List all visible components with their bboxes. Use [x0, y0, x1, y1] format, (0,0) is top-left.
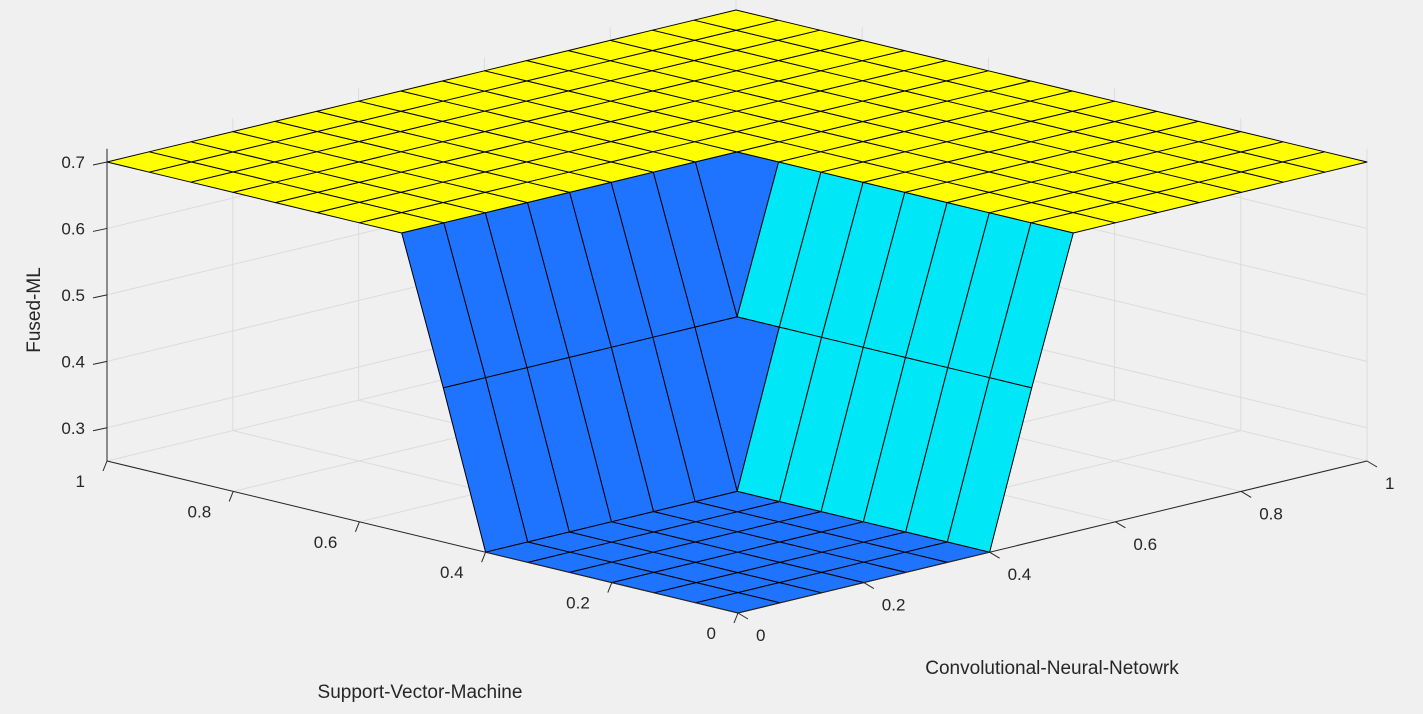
x-tick-1 [607, 582, 613, 593]
y-tick-2 [989, 551, 1000, 559]
y-tick-3 [1115, 521, 1126, 529]
x-tick-label-5: 1 [76, 472, 85, 491]
z-tick-0 [92, 427, 108, 432]
z-tick-label-0: 0.3 [61, 419, 85, 438]
y-axis-line [737, 460, 1368, 614]
z-tick-4 [92, 161, 108, 166]
x-tick-label-4: 0.8 [188, 502, 212, 521]
z-tick-3 [92, 227, 108, 232]
y-tick-label-3: 0.6 [1133, 535, 1157, 554]
y-tick-label-5: 1 [1385, 474, 1394, 493]
z-axis-label: Fused-ML [24, 267, 45, 353]
z-tick-label-2: 0.5 [61, 286, 85, 305]
x-tick-4 [228, 491, 234, 502]
surface-layer [106, 9, 1368, 614]
z-tick-label-1: 0.4 [61, 352, 85, 371]
z-tick-1 [92, 360, 108, 365]
y-tick-label-0: 0 [756, 626, 765, 645]
y-tick-1 [863, 582, 875, 590]
y-axis-label: Convolutional-Neural-Netowrk [925, 658, 1179, 679]
z-tick-label-4: 0.7 [61, 153, 85, 172]
x-axis-line [106, 460, 739, 614]
y-tick-label-4: 0.8 [1259, 504, 1283, 523]
x-tick-2 [481, 552, 487, 563]
x-tick-label-1: 0.2 [566, 594, 590, 613]
x-axis-label: Support-Vector-Machine [318, 682, 523, 703]
x-tick-0 [733, 612, 739, 624]
x-tick-3 [354, 521, 360, 532]
y-tick-label-1: 0.2 [882, 596, 906, 615]
y-tick-label-2: 0.4 [1008, 565, 1032, 584]
y-tick-4 [1240, 490, 1252, 498]
x-tick-label-3: 0.6 [314, 533, 338, 552]
z-tick-label-3: 0.6 [61, 219, 85, 238]
z-tick-2 [92, 294, 108, 299]
x-tick-label-2: 0.4 [440, 563, 464, 582]
axis-layer: 0.3 0.4 0.5 0.6 0.7 0 0.2 0.4 0.6 0.8 1 0 0.2 0.4 0.6 0… [61, 148, 1394, 645]
y-tick-0 [737, 612, 749, 620]
x-tick-label-0: 0 [707, 624, 716, 643]
y-tick-5 [1366, 460, 1378, 468]
x-tick-5 [102, 460, 108, 472]
